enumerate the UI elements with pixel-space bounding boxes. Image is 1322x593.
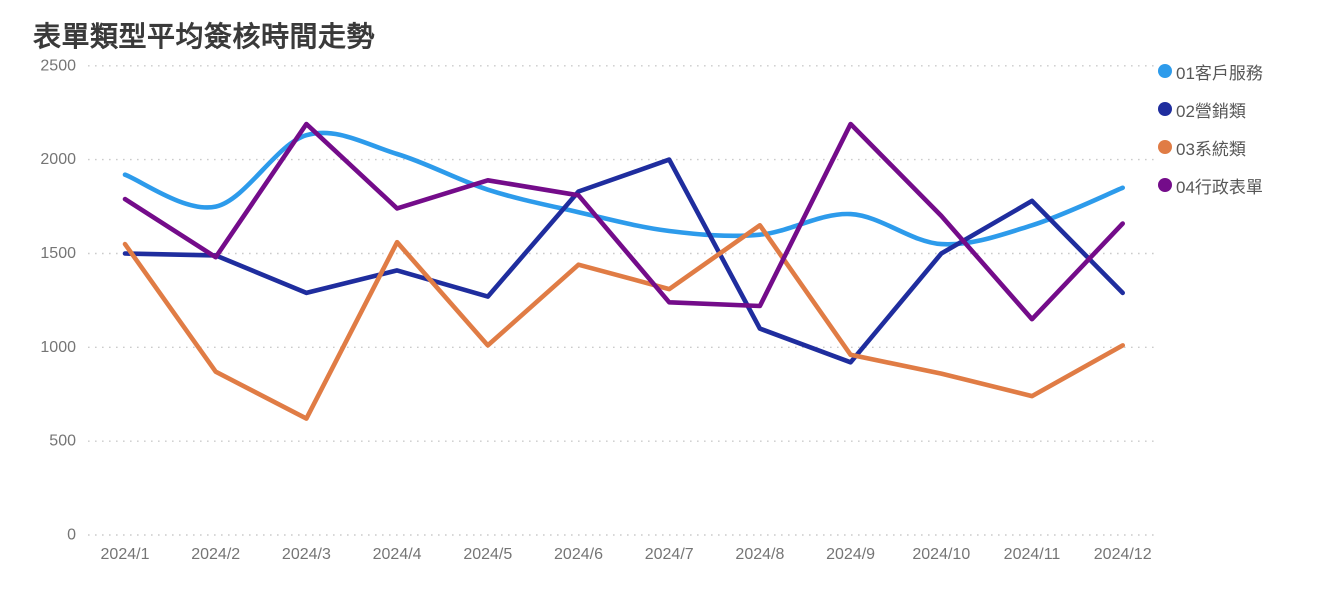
legend-item-02營銷類[interactable]: 02營銷類	[1158, 90, 1263, 128]
legend-item-01客戶服務[interactable]: 01客戶服務	[1158, 52, 1263, 90]
x-axis-tick-label: 2024/6	[554, 546, 603, 563]
y-axis-tick-label: 1000	[40, 339, 76, 356]
x-axis-tick-label: 2024/7	[645, 546, 694, 563]
legend-label: 03系統類	[1176, 139, 1246, 159]
series-line-04行政表單[interactable]	[122, 121, 1125, 322]
legend-item-04行政表單[interactable]: 04行政表單	[1158, 166, 1263, 204]
x-axis-tick-label: 2024/8	[735, 546, 784, 563]
legend-label: 01客戶服務	[1176, 63, 1263, 83]
legend-label: 04行政表單	[1176, 177, 1263, 197]
series-line-03系統類[interactable]	[122, 223, 1125, 421]
y-axis-tick-label: 1500	[40, 245, 76, 262]
y-axis-tick-label: 2000	[40, 151, 76, 168]
legend-dot-icon	[1158, 140, 1172, 154]
x-axis-tick-label: 2024/9	[826, 546, 875, 563]
x-axis-tick-label: 2024/2	[191, 546, 240, 563]
y-axis-tick-label: 0	[67, 527, 76, 544]
series-line-02營銷類[interactable]	[122, 157, 1125, 365]
chart-title: 表單類型平均簽核時間走勢	[33, 21, 376, 52]
x-axis-tick-label: 2024/10	[912, 546, 970, 563]
legend: 01客戶服務 02營銷類 03系統類 04行政表單	[1158, 52, 1263, 204]
legend-dot-icon	[1158, 178, 1172, 192]
legend-dot-icon	[1158, 102, 1172, 116]
x-axis-tick-label: 2024/11	[1004, 546, 1061, 563]
y-axis-tick-label: 500	[49, 433, 76, 450]
legend-item-03系統類[interactable]: 03系統類	[1158, 128, 1263, 166]
x-axis-tick-label: 2024/1	[101, 546, 150, 563]
legend-dot-icon	[1158, 64, 1172, 78]
x-axis-tick-label: 2024/5	[463, 546, 512, 563]
legend-label: 02營銷類	[1176, 101, 1246, 121]
series-line-01客戶服務[interactable]	[122, 130, 1125, 247]
y-axis-tick-label: 2500	[40, 57, 76, 74]
x-axis-tick-label: 2024/4	[373, 546, 422, 563]
x-axis-tick-label: 2024/12	[1094, 546, 1152, 563]
x-axis-tick-label: 2024/3	[282, 546, 331, 563]
